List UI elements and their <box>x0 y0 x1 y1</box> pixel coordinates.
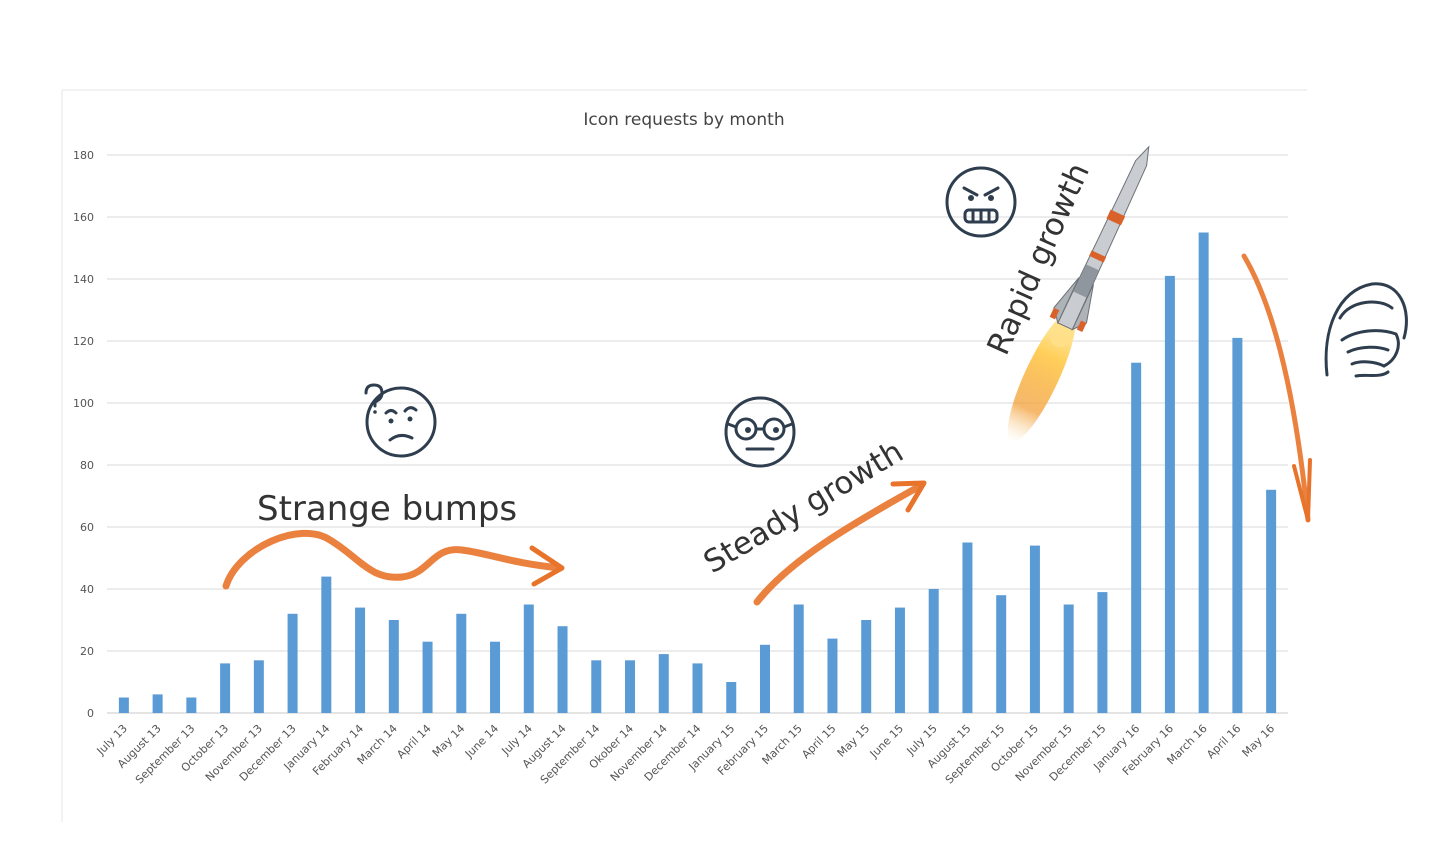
bar <box>861 620 872 713</box>
bumps-arrowhead <box>529 545 565 587</box>
facepalm-icon <box>1324 282 1408 378</box>
y-tick-label: 140 <box>73 273 94 286</box>
bar <box>321 576 332 713</box>
x-tick-label: May 14 <box>430 722 468 760</box>
bar <box>1063 604 1074 713</box>
strange-bumps-label: Strange bumps <box>257 489 517 529</box>
bar <box>827 638 838 713</box>
bar <box>1029 545 1040 713</box>
y-tick-label: 180 <box>73 149 94 162</box>
y-tick-label: 20 <box>80 645 94 658</box>
bar <box>1097 592 1108 713</box>
bar <box>287 613 298 713</box>
bumps-arrow <box>222 529 564 590</box>
x-tick-label: June 14 <box>462 722 501 761</box>
bar <box>894 607 905 713</box>
chart-title: Icon requests by month <box>583 110 784 130</box>
bar <box>523 604 534 713</box>
bar <box>1198 232 1209 713</box>
grinning-face-icon <box>945 166 1017 238</box>
x-tick-label: May 15 <box>835 722 873 760</box>
x-tick-label: April 14 <box>394 722 433 761</box>
bar <box>1164 275 1175 713</box>
bar <box>996 595 1007 713</box>
y-tick-label: 100 <box>73 397 94 410</box>
bar <box>388 620 399 713</box>
bar <box>422 641 433 713</box>
bar <box>557 626 568 713</box>
x-tick-label: April 15 <box>799 722 838 761</box>
y-tick-label: 60 <box>80 521 94 534</box>
steady-arrow <box>753 482 924 606</box>
bar <box>152 694 163 713</box>
decline-arrowhead <box>1292 458 1312 522</box>
steady-arrowhead <box>890 480 927 513</box>
bar <box>625 660 636 713</box>
y-tick-label: 160 <box>73 211 94 224</box>
x-tick-label: September 15 <box>943 722 1008 787</box>
confused-face-icon <box>364 383 437 458</box>
bar <box>355 607 366 713</box>
bar <box>793 604 804 713</box>
bar <box>220 663 231 713</box>
y-axis: 0 20 40 60 80 100 120 140 160 180 <box>73 149 94 720</box>
bar <box>118 697 129 713</box>
bar <box>692 663 703 713</box>
y-tick-label: 120 <box>73 335 94 348</box>
bar <box>1266 489 1277 713</box>
bars <box>118 232 1277 713</box>
bar <box>1131 362 1142 713</box>
bar <box>591 660 602 713</box>
bar <box>1232 337 1243 713</box>
x-tick-label: May 16 <box>1240 722 1278 760</box>
x-tick-label: April 16 <box>1204 722 1243 761</box>
x-tick-label: September 14 <box>538 722 603 787</box>
bar <box>456 613 467 713</box>
bar <box>928 589 939 713</box>
rocket-icon <box>1007 145 1150 442</box>
bar <box>253 660 264 713</box>
y-tick-label: 80 <box>80 459 94 472</box>
bar <box>490 641 501 713</box>
y-tick-label: 0 <box>87 707 94 720</box>
x-tick-label: September 13 <box>133 722 198 787</box>
bar <box>759 644 770 713</box>
bar <box>962 542 973 713</box>
nerd-face-icon <box>724 396 796 468</box>
bar <box>726 682 737 713</box>
y-tick-label: 40 <box>80 583 94 596</box>
bar <box>186 697 197 713</box>
x-tick-label: June 15 <box>867 722 906 761</box>
bar <box>658 654 669 713</box>
decline-arrow <box>1241 253 1311 523</box>
